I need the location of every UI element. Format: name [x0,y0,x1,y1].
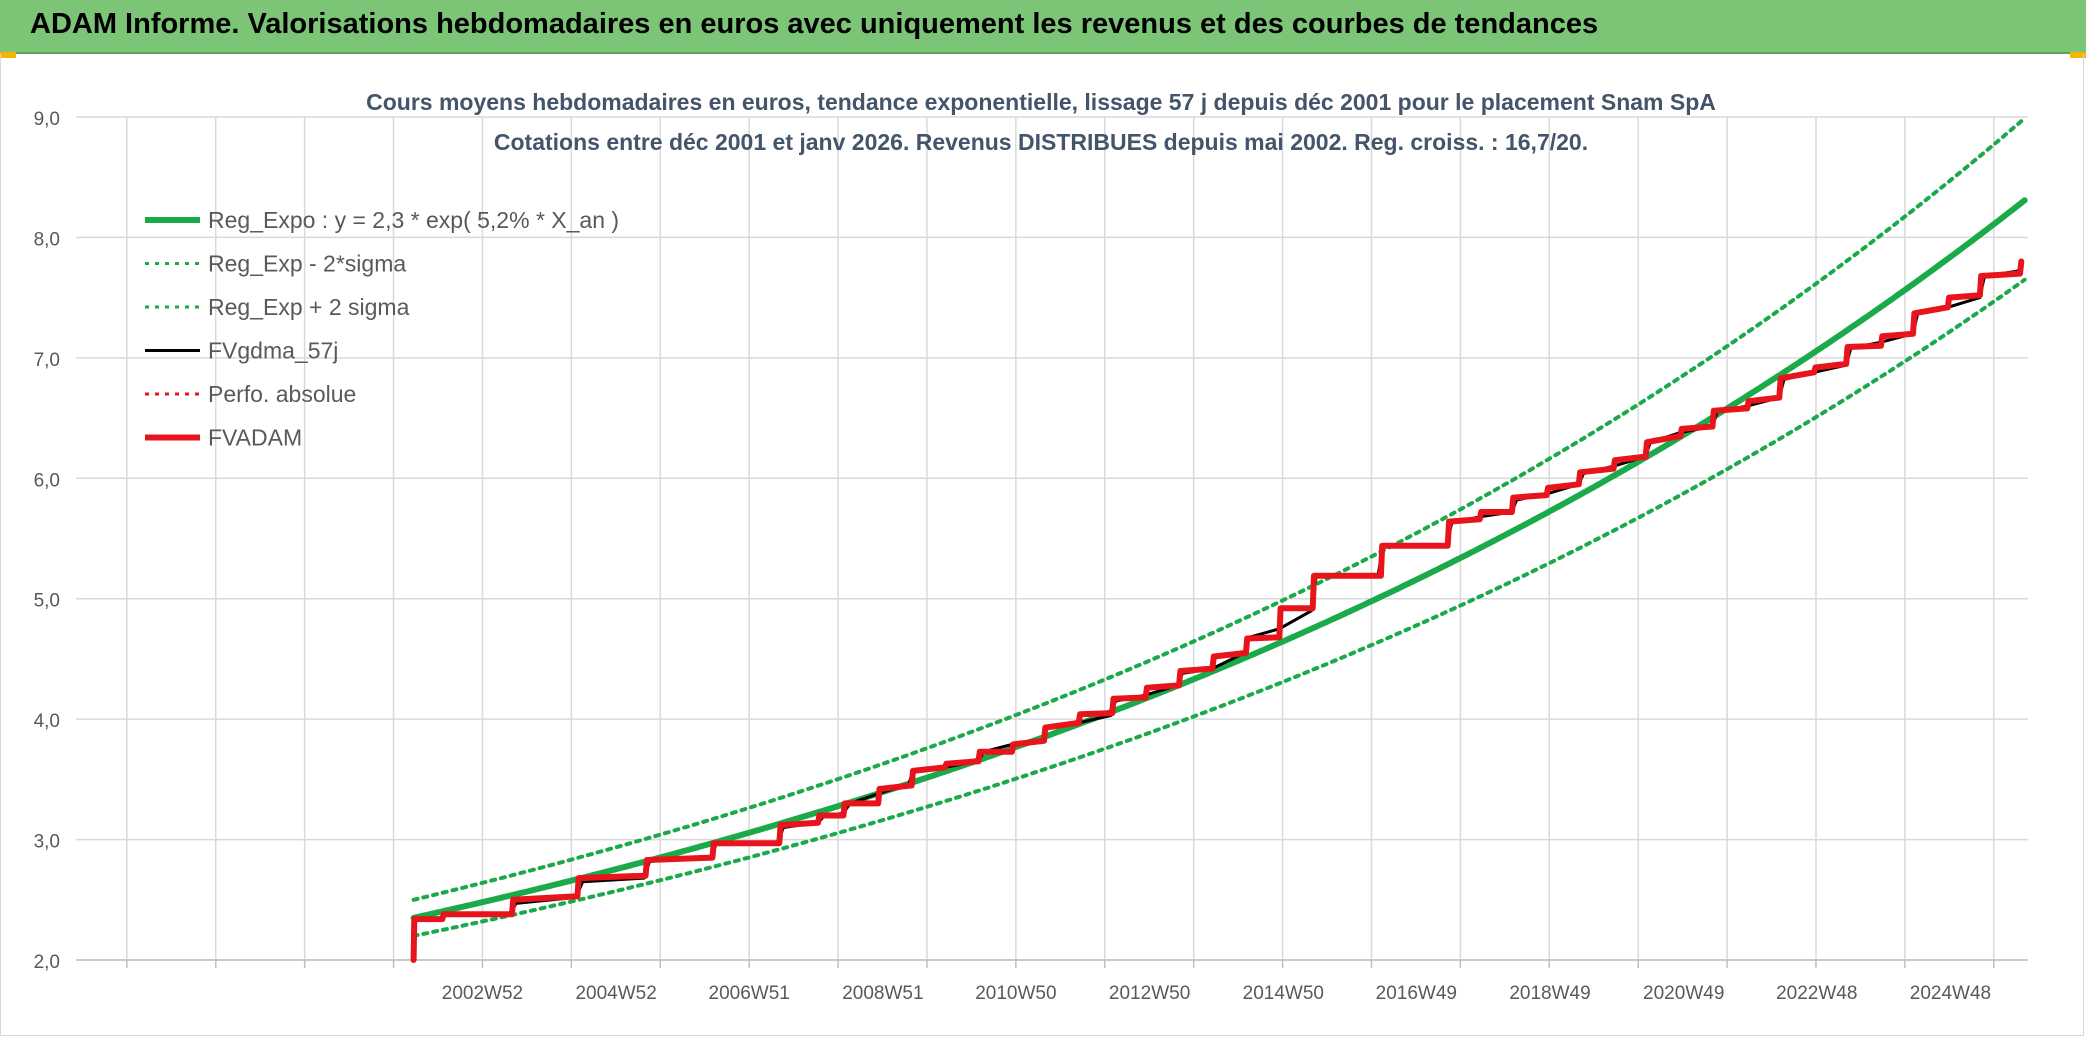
x-tick-label: 2006W51 [709,983,790,1004]
x-tick-label: 2002W52 [442,983,523,1004]
series-line-reg-exp-2-sigma [411,277,2027,938]
x-tick-label: 2008W51 [842,983,923,1004]
y-tick-label: 8,0 [34,229,60,250]
legend: Reg_Expo : y = 2,3 * exp( 5,2% * X_an ) R… [145,207,619,451]
x-axis: 2002W52 2004W52 2006W51 2008W51 2010W50 2012W… [76,959,2028,1004]
x-tick-label: 2014W50 [1243,983,1324,1004]
x-tick-label: 2022W48 [1776,983,1857,1004]
y-tick-label: 7,0 [34,350,60,371]
y-axis: 2,0 3,0 4,0 5,0 6,0 7,0 8,0 9,0 [34,109,60,973]
series-line-reg-expo-y-2-3-exp-5-2-x-an [410,197,2028,921]
corner-accent-right [2070,52,2086,58]
legend-label: Reg_Exp - 2*sigma [208,251,406,277]
x-tick-label: 2012W50 [1109,983,1190,1004]
chart-title: Cours moyens hebdomadaires en euros, ten… [366,89,1716,115]
y-tick-label: 9,0 [34,109,60,130]
x-tick-label: 2024W48 [1910,983,1991,1004]
x-tick-label: 2016W49 [1376,983,1457,1004]
y-tick-label: 5,0 [34,591,60,612]
series-layer [410,116,2028,963]
legend-label: FVADAM [208,425,302,451]
series-line-reg-exp-2-sigma [411,116,2027,902]
y-tick-label: 2,0 [34,952,60,973]
y-tick-label: 6,0 [34,470,60,491]
y-tick-label: 3,0 [34,832,60,853]
chart-frame [0,54,2084,1036]
chart-subtitle: Cotations entre déc 2001 et janv 2026. R… [494,129,1588,155]
x-tick-label: 2004W52 [575,983,656,1004]
x-tick-label: 2020W49 [1643,983,1724,1004]
x-tick-label: 2018W49 [1509,983,1590,1004]
header-bar: ADAM Informe. Valorisations hebdomadaire… [0,0,2086,54]
legend-label: Reg_Expo : y = 2,3 * exp( 5,2% * X_an ) [208,207,619,233]
x-tick-label: 2010W50 [975,983,1056,1004]
series-line-fvgdma-57j [412,262,2023,962]
legend-label: Reg_Exp + 2 sigma [208,294,410,320]
grid [76,116,2028,961]
series-line-fvadam [410,258,2025,963]
legend-label: FVgdma_57j [208,338,338,364]
legend-label: Perfo. absolue [208,381,356,407]
y-tick-label: 4,0 [34,711,60,732]
corner-accent-left [0,52,16,58]
page-title: ADAM Informe. Valorisations hebdomadaire… [30,8,1599,40]
